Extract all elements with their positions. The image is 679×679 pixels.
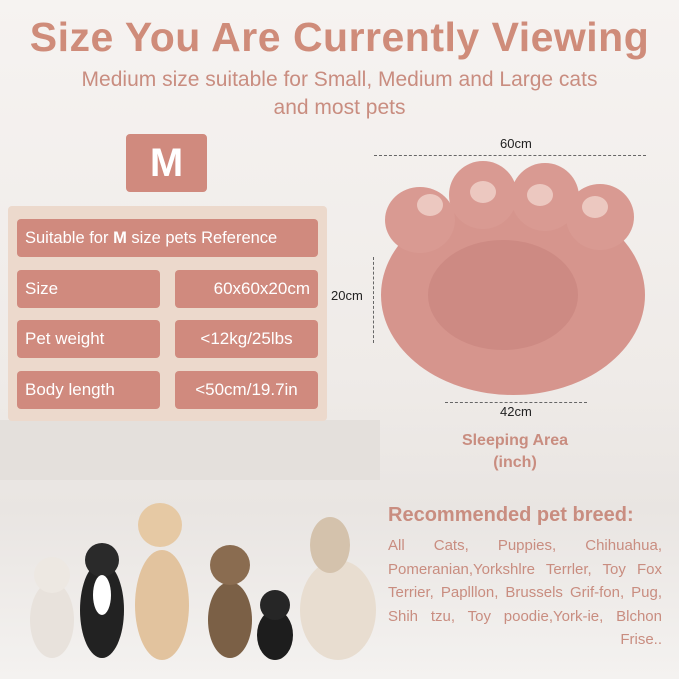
breeds-list: All Cats, Puppies, Chihuahua, Pomeranian… — [388, 537, 662, 648]
height-line — [373, 257, 374, 343]
width-line — [374, 155, 646, 156]
row-label: Size — [17, 270, 160, 308]
sleeping-area-label: Sleeping Area (inch) — [440, 430, 590, 474]
subtitle: Medium size suitable for Small, Medium a… — [0, 66, 679, 122]
subtitle-line: Medium size suitable for Small, Medium a… — [81, 68, 598, 91]
table-heading: Suitable for M size pets Reference — [17, 219, 318, 257]
size-badge: M — [126, 134, 207, 192]
inner-width-label: 42cm — [500, 404, 532, 419]
paw-bed-image — [381, 161, 645, 395]
row-value: <12kg/25lbs — [175, 320, 318, 358]
row-value: 60x60x20cm — [175, 270, 318, 308]
heading-text: size pets Reference — [126, 229, 278, 247]
height-label: 20cm — [331, 288, 363, 303]
inner-width-line — [445, 402, 587, 403]
width-label: 60cm — [500, 136, 532, 151]
row-label: Body length — [17, 371, 160, 409]
background-sofa — [0, 420, 380, 480]
row-label: Pet weight — [17, 320, 160, 358]
breeds-title: Recommended pet breed: — [388, 504, 634, 526]
subtitle-line: and most pets — [273, 96, 406, 119]
row-value: <50cm/19.7in — [175, 371, 318, 409]
area-line: (inch) — [493, 454, 537, 471]
size-reference-panel: Suitable for M size pets Reference Size … — [8, 206, 327, 421]
pets-group-image — [30, 503, 376, 660]
page-title: Size You Are Currently Viewing — [29, 14, 650, 60]
area-line: Sleeping Area — [461, 432, 569, 449]
heading-text: Suitable for — [25, 229, 114, 247]
heading-bold: M — [113, 229, 127, 247]
